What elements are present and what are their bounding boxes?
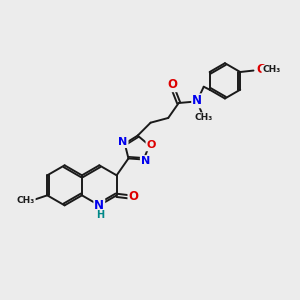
Text: O: O — [257, 64, 267, 76]
Text: CH₃: CH₃ — [17, 196, 35, 205]
Text: CH₃: CH₃ — [194, 113, 213, 122]
Text: O: O — [128, 190, 138, 203]
Text: O: O — [167, 78, 177, 91]
Text: N: N — [141, 156, 150, 166]
Text: CH₃: CH₃ — [262, 65, 280, 74]
Text: N: N — [94, 199, 104, 212]
Text: N: N — [118, 137, 127, 147]
Text: O: O — [146, 140, 156, 150]
Text: N: N — [192, 94, 202, 107]
Text: H: H — [96, 210, 104, 220]
